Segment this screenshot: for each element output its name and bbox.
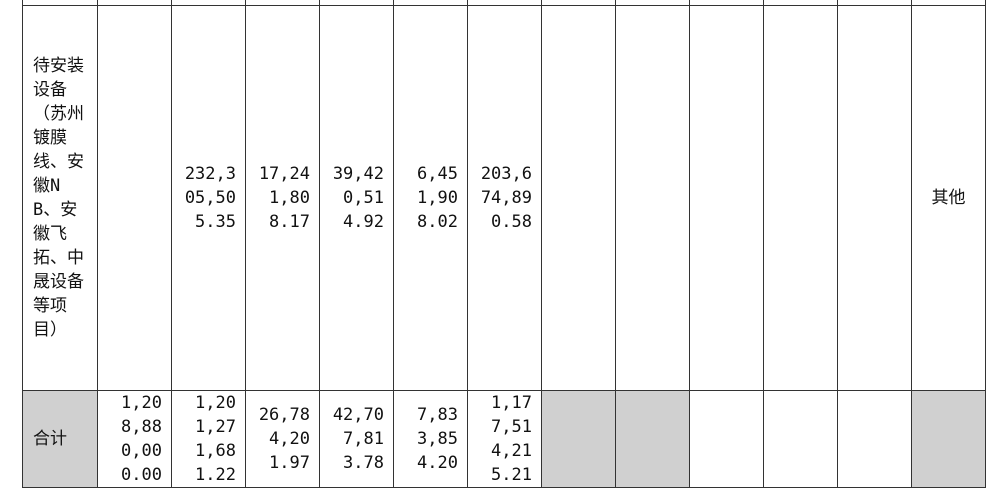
note-cell: 其他: [911, 5, 986, 391]
cell: 232,305,505.35: [171, 5, 246, 391]
cell: 17,241,808.17: [245, 5, 320, 391]
cell: 7,833,854.20: [393, 390, 468, 488]
total-row: 合计 1,208,880,000.00 1,201,271,681.22 26,…: [22, 390, 986, 488]
cell: 1,177,514,215.21: [467, 390, 542, 488]
cell: 203,674,890.58: [467, 5, 542, 391]
row-label: 待安装设备（苏州镀膜线、安徽NB、安徽飞拓、中晟设备等项目）: [22, 5, 98, 391]
cell: 1,201,271,681.22: [171, 390, 246, 488]
cell: 6,451,908.02: [393, 5, 468, 391]
cell: 39,420,514.92: [319, 5, 394, 391]
cell: 42,707,813.78: [319, 390, 394, 488]
cell: 1,208,880,000.00: [97, 390, 172, 488]
cell: 26,784,201.97: [245, 390, 320, 488]
data-table: 待安装设备（苏州镀膜线、安徽NB、安徽飞拓、中晟设备等项目） 232,305,5…: [22, 0, 986, 488]
row-label: 合计: [22, 390, 98, 488]
table-row: 待安装设备（苏州镀膜线、安徽NB、安徽飞拓、中晟设备等项目） 232,305,5…: [22, 5, 986, 391]
